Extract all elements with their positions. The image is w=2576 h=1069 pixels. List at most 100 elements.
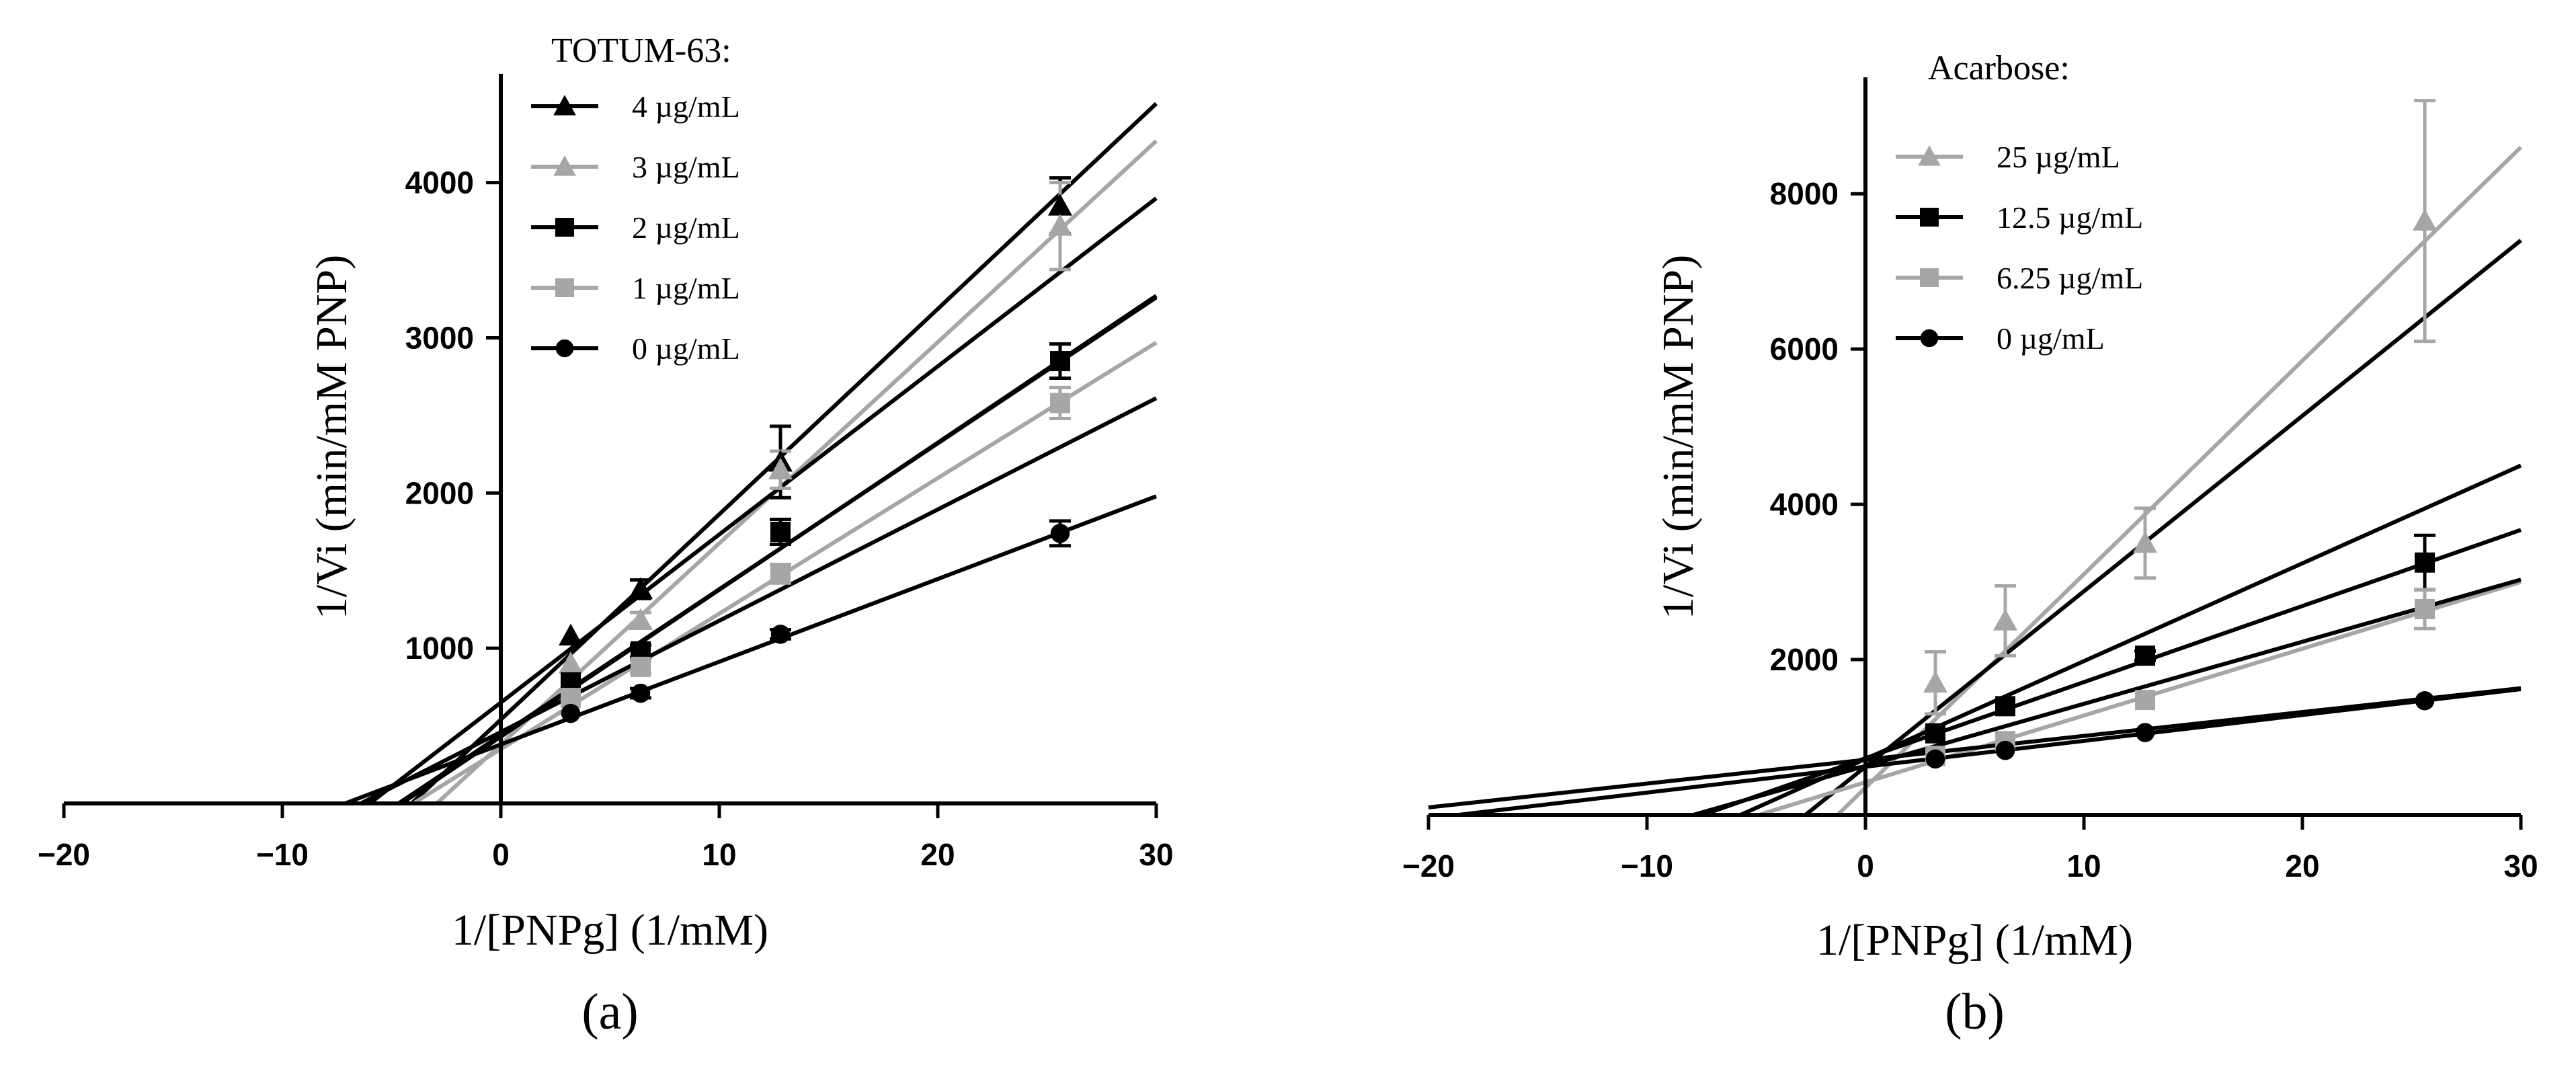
y-tick-label: 2000 (1770, 642, 1839, 677)
fit-line (344, 494, 1158, 805)
x-tick-label: −20 (1402, 848, 1455, 883)
data-point-circle (770, 625, 791, 644)
data-point-triangle (629, 608, 653, 630)
x-tick-label: 10 (702, 837, 736, 872)
legend-marker-square (1920, 208, 1939, 227)
data-point-triangle (1048, 194, 1072, 216)
x-axis-label: 1/[PNPg] (1/mM) (1816, 916, 2133, 965)
legend-label: 2 µg/mL (632, 210, 740, 245)
chart-panel-a: −20 −10 0 10 20 30 1000 2000 3000 4000 1/[PNPg] … (38, 32, 1174, 1040)
legend-label: 4 µg/mL (632, 89, 740, 124)
panel-label-a: (a) (581, 984, 638, 1040)
data-point-square (2135, 690, 2155, 711)
legend-label: 3 µg/mL (632, 150, 740, 184)
fit-line (1458, 687, 2522, 817)
data-points (559, 194, 1072, 723)
fit-line (410, 102, 1158, 805)
legend-label: 12.5 µg/mL (1997, 200, 2143, 235)
data-point-square (2415, 598, 2435, 619)
data-point-square (1050, 393, 1070, 413)
legend-label: 25 µg/mL (1997, 140, 2120, 174)
fit-line (368, 196, 1158, 805)
x-tick-label: 20 (2285, 848, 2319, 883)
fit-line (1836, 145, 2523, 817)
fit-line (1701, 528, 2522, 817)
data-point-triangle (629, 577, 653, 599)
x-tick-label: 10 (2066, 848, 2101, 883)
data-point-circle (631, 683, 651, 703)
fit-line (360, 396, 1158, 805)
fit-lines (344, 102, 1158, 805)
fit-line (435, 139, 1158, 805)
data-point-triangle (559, 623, 583, 646)
data-point-square (1995, 696, 2015, 717)
data-point-square (2135, 645, 2155, 666)
data-point-triangle (1993, 608, 2017, 631)
legend-marker-circle (555, 339, 574, 358)
data-point-triangle (1048, 214, 1072, 236)
x-tick-label: −20 (38, 837, 90, 872)
legend: Acarbose: 25 µg/mL 12.5 µg/mL 6.25 µg/mL 0 … (1896, 49, 2143, 356)
data-point-triangle (559, 651, 583, 674)
legend-marker-square (555, 278, 574, 297)
legend-label: 0 µg/mL (632, 331, 740, 366)
data-point-triangle (1923, 670, 1947, 693)
legend-label: 0 µg/mL (1997, 321, 2105, 356)
y-tick-label: 8000 (1770, 176, 1839, 211)
data-point-triangle (2133, 530, 2157, 553)
legend-marker-square (1920, 268, 1939, 287)
legend-title: Acarbose: (1928, 49, 2070, 87)
y-tick-label: 4000 (1770, 487, 1839, 522)
y-tick-label: 3000 (405, 320, 474, 355)
data-point-square (770, 522, 791, 543)
data-point-square (770, 563, 791, 584)
fit-line (1804, 239, 2522, 817)
data-point-circle (2415, 691, 2435, 711)
x-tick-label: 0 (1857, 848, 1874, 883)
data-point-circle (2135, 723, 2155, 742)
chart-panel-b: −20 −10 0 10 20 30 2000 4000 6000 8000 1/[PNPg] … (1402, 49, 2538, 1040)
legend-label: 1 µg/mL (632, 271, 740, 305)
legend-marker-triangle (1918, 145, 1941, 166)
fit-lines (1428, 145, 2523, 817)
data-point-triangle (768, 457, 793, 480)
data-point-square (631, 656, 651, 677)
y-ticks: 2000 4000 6000 8000 (1770, 176, 1865, 677)
x-tick-label: −10 (1621, 848, 1673, 883)
panel-label-b: (b) (1945, 984, 2005, 1040)
data-point-triangle (2413, 208, 2437, 231)
data-point-circle (561, 703, 581, 723)
legend-marker-triangle (553, 155, 576, 176)
y-tick-label: 6000 (1770, 331, 1839, 366)
x-axis-label: 1/[PNPg] (1/mM) (452, 906, 768, 955)
data-point-circle (1050, 524, 1070, 543)
fit-line (1428, 686, 2522, 809)
y-axis-label: 1/Vi (min/mM PNP) (307, 255, 356, 619)
x-tick-label: 30 (1139, 837, 1173, 872)
y-tick-label: 2000 (405, 475, 474, 510)
x-ticks: −20 −10 0 10 20 30 (1402, 815, 2538, 883)
data-point-circle (1925, 749, 1945, 769)
data-point-square (1050, 351, 1070, 372)
data-point-square (1925, 723, 1945, 744)
fit-line (1693, 578, 2522, 817)
data-points (1923, 208, 2437, 769)
x-tick-label: −10 (256, 837, 309, 872)
legend-marker-circle (1920, 329, 1939, 348)
legend-marker-triangle (553, 95, 576, 116)
legend-title: TOTUM-63: (551, 32, 731, 70)
x-ticks: −20 −10 0 10 20 30 (38, 803, 1174, 872)
legend: TOTUM-63: 4 µg/mL 3 µg/mL 2 µg/mL 1 µg/mL 0 … (531, 32, 740, 366)
y-axis-label: 1/Vi (min/mM PNP) (1654, 255, 1703, 619)
data-point-square (2415, 552, 2435, 573)
x-tick-label: 30 (2503, 848, 2538, 883)
y-tick-label: 4000 (405, 165, 474, 200)
x-tick-label: 0 (492, 837, 510, 872)
x-tick-label: 20 (920, 837, 955, 872)
y-tick-label: 1000 (405, 631, 474, 666)
data-point-circle (1995, 740, 2015, 760)
legend-marker-square (555, 218, 574, 237)
y-ticks: 1000 2000 3000 4000 (405, 165, 501, 666)
legend-label: 6.25 µg/mL (1997, 261, 2143, 295)
